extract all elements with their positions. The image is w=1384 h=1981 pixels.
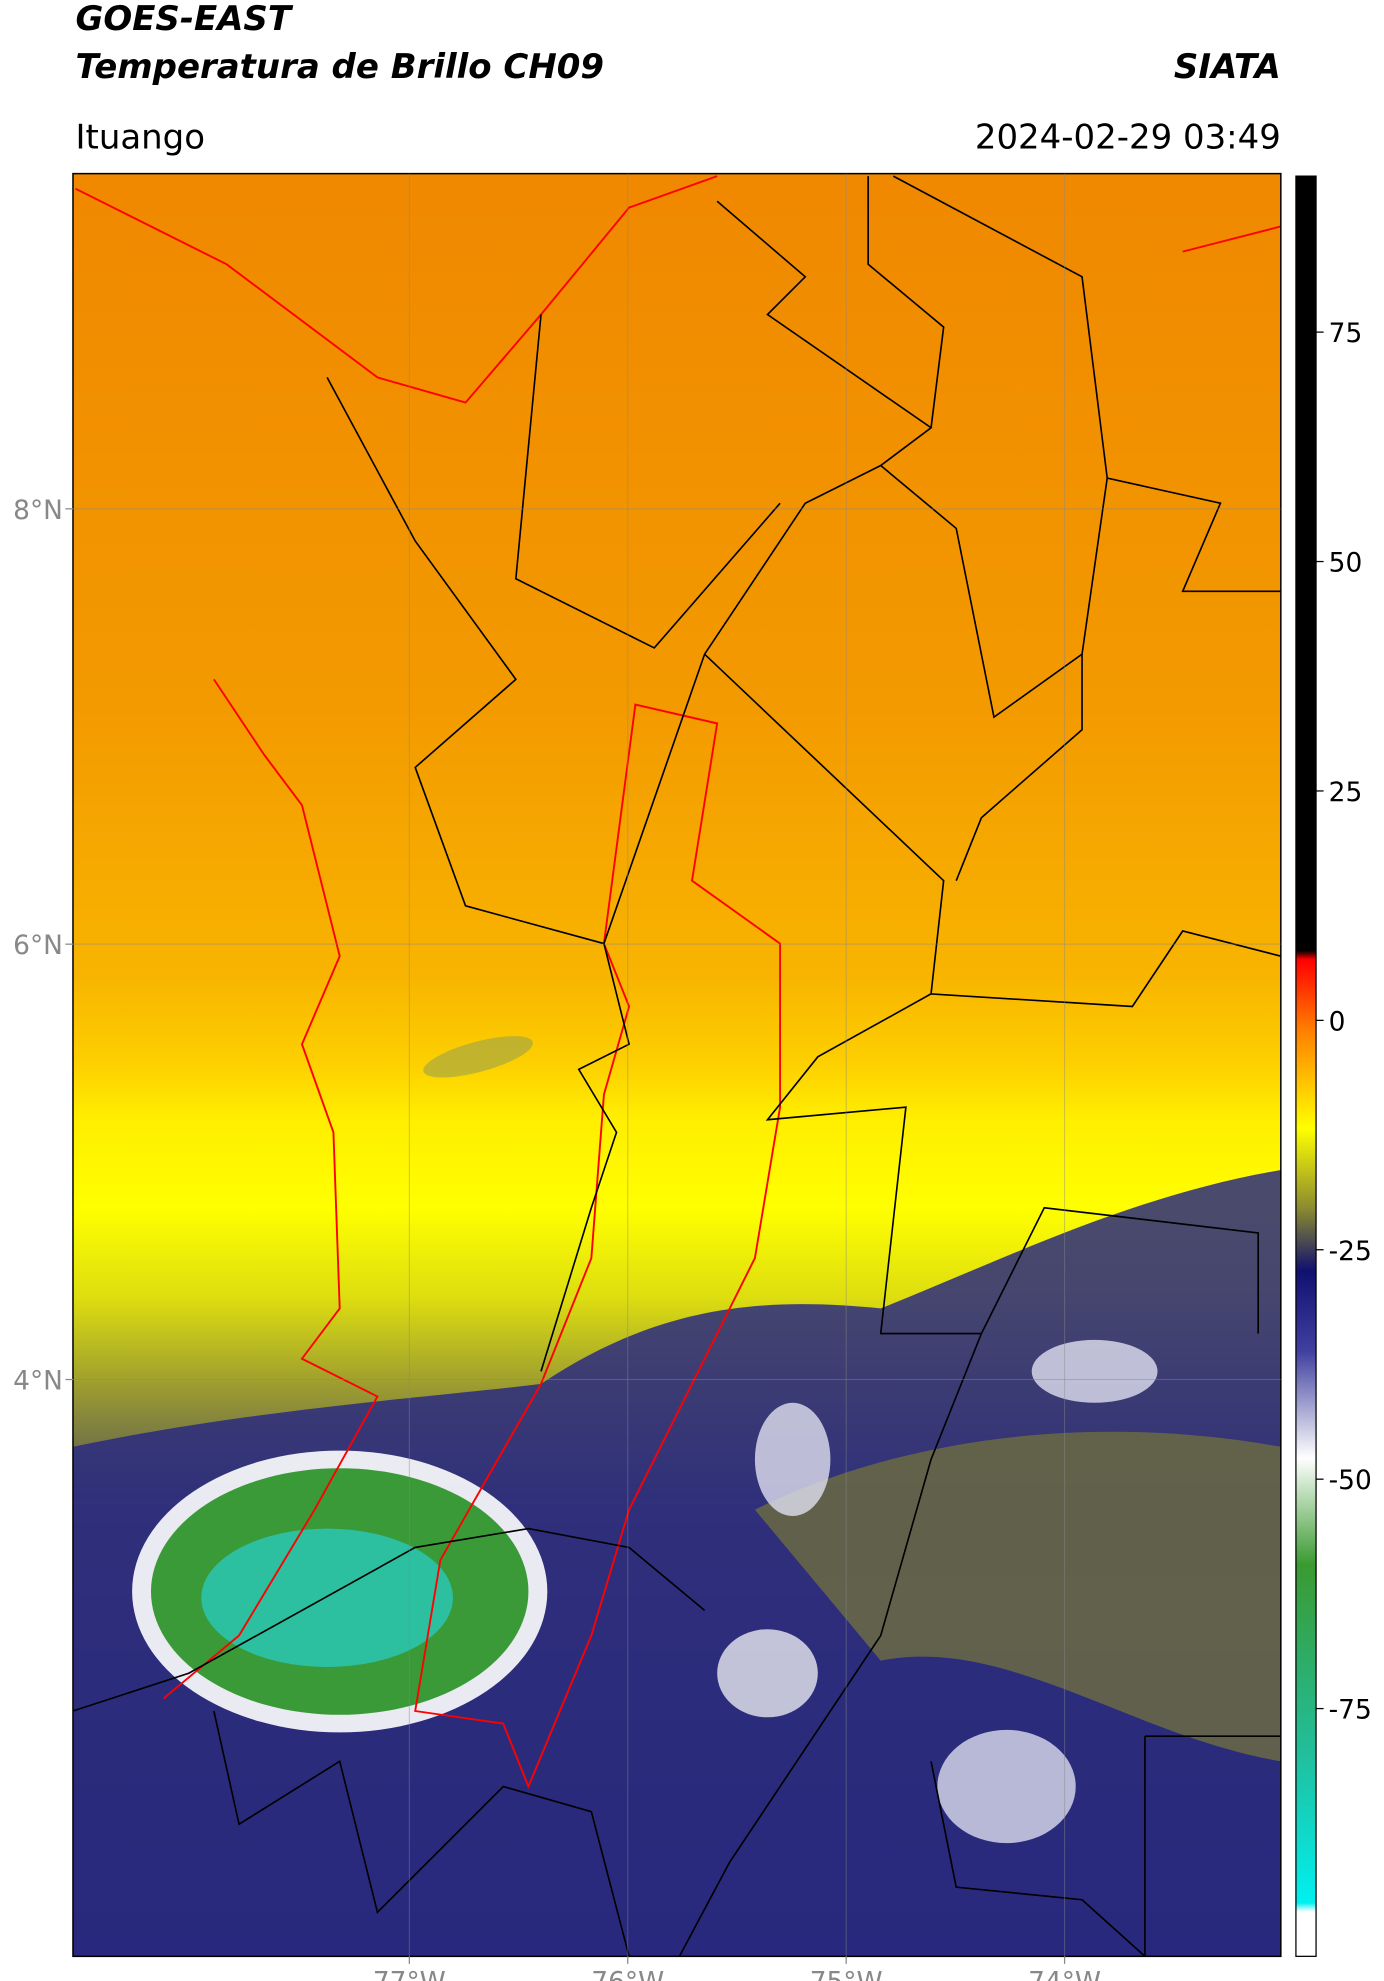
colorbar-tick-label: -25: [1329, 1236, 1372, 1267]
lat-tick-label: 4°N: [13, 1366, 63, 1397]
colorbar-tick-label: 50: [1329, 548, 1363, 579]
lat-tick-label: 8°N: [13, 495, 63, 526]
colorbar-tick-label: -75: [1329, 1695, 1372, 1726]
map-frame: [72, 172, 1282, 1958]
map-image: [72, 173, 1281, 1957]
datetime: 2024-02-29 03:49: [975, 117, 1281, 157]
colorbar-tick-label: 75: [1329, 318, 1363, 349]
colorbar-tick-label: 25: [1329, 777, 1363, 808]
lon-tick-label: 74°W: [1028, 1966, 1101, 1981]
lat-tick-label: 6°N: [13, 930, 63, 961]
lon-tick-label: 77°W: [373, 1966, 446, 1981]
org: SIATA: [1174, 47, 1281, 87]
subtitle: Temperatura de Brillo CH09: [75, 47, 604, 87]
colorbar-tick-label: -50: [1329, 1465, 1372, 1496]
colorbar: [1295, 175, 1317, 1957]
lon-tick-label: 75°W: [810, 1966, 883, 1981]
location: Ituango: [75, 117, 205, 157]
lon-tick-label: 76°W: [591, 1966, 664, 1981]
title: GOES-EAST: [75, 0, 293, 39]
colorbar-tick-label: 0: [1329, 1006, 1346, 1037]
